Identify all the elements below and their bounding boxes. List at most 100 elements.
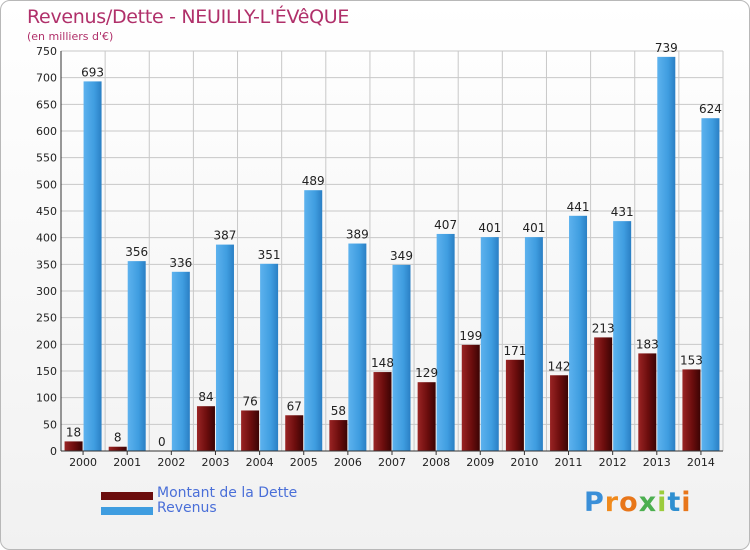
bar-revenus bbox=[348, 243, 367, 451]
x-tick-label: 2004 bbox=[246, 456, 274, 469]
bar-dette bbox=[241, 410, 260, 451]
logo-letter: i bbox=[657, 487, 668, 518]
y-tick-label: 350 bbox=[36, 258, 57, 271]
bar-dette bbox=[196, 406, 215, 451]
data-label-revenus: 739 bbox=[655, 41, 678, 55]
x-tick-label: 2007 bbox=[378, 456, 406, 469]
x-tick-label: 2001 bbox=[113, 456, 141, 469]
legend-swatch-revenus bbox=[101, 507, 153, 515]
bar-revenus bbox=[524, 237, 543, 451]
logo-letter: x bbox=[638, 487, 658, 518]
bar-revenus bbox=[127, 261, 146, 451]
bar-revenus bbox=[701, 118, 720, 451]
data-label-dette: 213 bbox=[592, 321, 615, 335]
bar-dette bbox=[373, 372, 392, 451]
data-label-dette: 129 bbox=[415, 366, 438, 380]
data-label-revenus: 351 bbox=[258, 248, 281, 262]
bar-revenus bbox=[171, 271, 190, 451]
bars bbox=[64, 56, 720, 452]
y-tick-label: 650 bbox=[36, 98, 57, 111]
bar-dette bbox=[505, 359, 524, 451]
bar-dette bbox=[682, 369, 701, 451]
y-tick-label: 250 bbox=[36, 312, 57, 325]
data-label-revenus: 336 bbox=[169, 256, 192, 270]
x-tick-label: 2014 bbox=[687, 456, 715, 469]
bar-dette bbox=[285, 415, 304, 451]
logo-letter: P bbox=[584, 487, 605, 518]
y-tick-label: 50 bbox=[43, 418, 57, 431]
data-label-revenus: 356 bbox=[125, 245, 148, 259]
data-label-dette: 0 bbox=[158, 435, 166, 449]
bar-dette bbox=[550, 375, 569, 451]
data-label-revenus: 489 bbox=[302, 174, 325, 188]
data-label-dette: 183 bbox=[636, 337, 659, 351]
data-label-dette: 171 bbox=[503, 344, 526, 358]
data-label-revenus: 441 bbox=[567, 200, 590, 214]
axes: 0 50 100 150 200 250 300 350 400 450 500 550 600 650 7… bbox=[36, 45, 723, 469]
y-tick-label: 550 bbox=[36, 152, 57, 165]
data-labels: 18 693 8 356 0 336 84 387 76 351 67 489 58 389 148 349 1… bbox=[66, 41, 722, 449]
bar-revenus bbox=[392, 264, 411, 451]
data-label-revenus: 401 bbox=[522, 221, 545, 235]
legend-label-dette: Montant de la Dette bbox=[157, 485, 298, 501]
logo-letter: o bbox=[619, 487, 639, 518]
y-tick-label: 500 bbox=[36, 178, 57, 191]
chart-title: Revenus/Dette - NEUILLY-L'ÉVêQUE bbox=[27, 6, 350, 28]
x-tick-label: 2002 bbox=[157, 456, 185, 469]
logo-letter: t bbox=[667, 487, 682, 518]
bar-dette bbox=[417, 382, 436, 451]
bar-revenus bbox=[613, 221, 632, 451]
bar-dette bbox=[638, 353, 657, 451]
x-tick-label: 2005 bbox=[290, 456, 318, 469]
legend-label-revenus: Revenus bbox=[157, 500, 217, 516]
data-label-dette: 76 bbox=[242, 394, 257, 408]
data-label-dette: 148 bbox=[371, 356, 394, 370]
y-tick-label: 150 bbox=[36, 365, 57, 378]
data-label-dette: 18 bbox=[66, 425, 81, 439]
proxiti-logo: Proxiti bbox=[584, 487, 692, 518]
data-label-revenus: 693 bbox=[81, 65, 104, 79]
x-tick-label: 2006 bbox=[334, 456, 362, 469]
logo-letter: r bbox=[604, 487, 620, 518]
bar-revenus bbox=[215, 244, 234, 451]
data-label-revenus: 431 bbox=[611, 205, 634, 219]
x-tick-label: 2012 bbox=[599, 456, 627, 469]
bar-revenus bbox=[569, 215, 588, 451]
data-label-dette: 84 bbox=[198, 390, 213, 404]
y-tick-label: 450 bbox=[36, 205, 57, 218]
y-tick-label: 750 bbox=[36, 45, 57, 58]
data-label-revenus: 389 bbox=[346, 228, 369, 242]
y-tick-label: 300 bbox=[36, 285, 57, 298]
bar-revenus bbox=[83, 81, 102, 452]
logo-letter: i bbox=[681, 487, 692, 518]
bar-revenus bbox=[304, 190, 323, 451]
x-tick-label: 2008 bbox=[422, 456, 450, 469]
y-tick-label: 200 bbox=[36, 338, 57, 351]
chart-subtitle: (en milliers d'€) bbox=[27, 30, 114, 43]
data-label-revenus: 387 bbox=[214, 229, 237, 243]
y-tick-label: 600 bbox=[36, 125, 57, 138]
x-tick-label: 2009 bbox=[466, 456, 494, 469]
data-label-dette: 67 bbox=[287, 399, 302, 413]
y-tick-label: 0 bbox=[50, 445, 57, 458]
data-label-dette: 8 bbox=[114, 431, 122, 445]
bar-revenus bbox=[657, 56, 676, 451]
bar-dette bbox=[594, 337, 613, 451]
legend-swatch-dette bbox=[101, 492, 153, 500]
data-label-revenus: 401 bbox=[478, 221, 501, 235]
bar-dette bbox=[108, 446, 127, 451]
data-label-dette: 142 bbox=[548, 359, 571, 373]
data-label-dette: 199 bbox=[459, 329, 482, 343]
bar-revenus bbox=[436, 233, 455, 451]
x-tick-label: 2013 bbox=[643, 456, 671, 469]
data-label-revenus: 349 bbox=[390, 249, 413, 263]
bar-dette bbox=[461, 344, 480, 451]
grid-lines bbox=[60, 50, 724, 452]
data-label-revenus: 407 bbox=[434, 218, 457, 232]
x-tick-label: 2003 bbox=[201, 456, 229, 469]
bar-revenus bbox=[480, 237, 499, 451]
y-tick-label: 400 bbox=[36, 232, 57, 245]
x-tick-label: 2000 bbox=[69, 456, 97, 469]
